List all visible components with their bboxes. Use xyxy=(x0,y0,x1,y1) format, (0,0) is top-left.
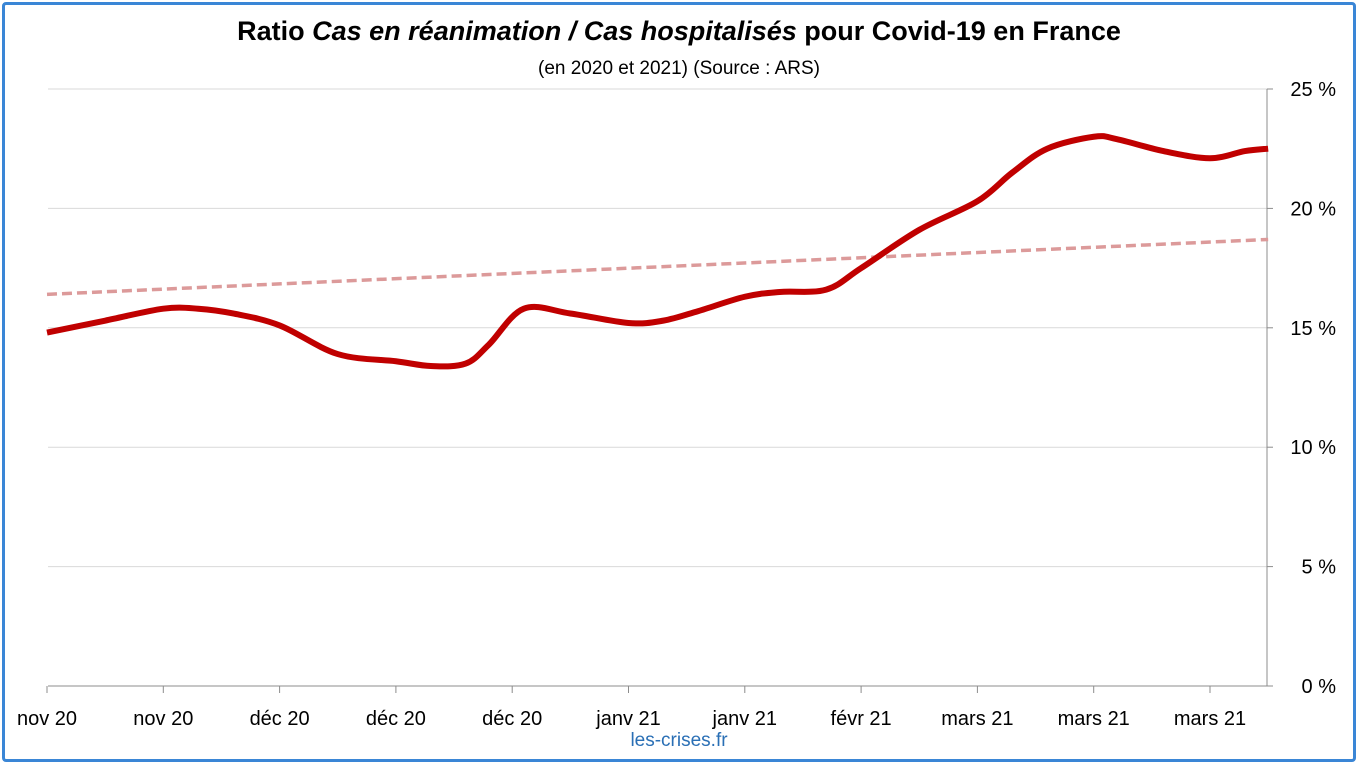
y-tick-label: 0 % xyxy=(1302,676,1337,698)
y-tick-label: 15 % xyxy=(1290,318,1336,340)
x-tick-label: déc 20 xyxy=(250,708,310,730)
x-tick-label: janv 21 xyxy=(712,708,778,730)
y-tick-label: 20 % xyxy=(1290,198,1336,220)
x-tick-label: déc 20 xyxy=(482,708,542,730)
x-tick-label: nov 20 xyxy=(17,708,77,730)
y-tick-label: 5 % xyxy=(1302,557,1337,579)
y-tick-label: 10 % xyxy=(1290,437,1336,459)
x-tick-label: mars 21 xyxy=(1174,708,1246,730)
series-line xyxy=(46,133,1269,370)
y-tick-label: 25 % xyxy=(1290,79,1336,101)
x-tick-label: mars 21 xyxy=(941,708,1013,730)
chart-title: Ratio Cas en réanimation / Cas hospitali… xyxy=(237,16,1121,46)
x-tick-label: mars 21 xyxy=(1058,708,1130,730)
x-tick-label: déc 20 xyxy=(366,708,426,730)
x-tick-label: nov 20 xyxy=(133,708,193,730)
x-tick-label: janv 21 xyxy=(595,708,661,730)
x-tick-label: févr 21 xyxy=(831,708,892,730)
chart-subtitle: (en 2020 et 2021) (Source : ARS) xyxy=(538,58,820,79)
trend-line xyxy=(46,237,1269,297)
source-credit: les-crises.fr xyxy=(630,730,728,751)
